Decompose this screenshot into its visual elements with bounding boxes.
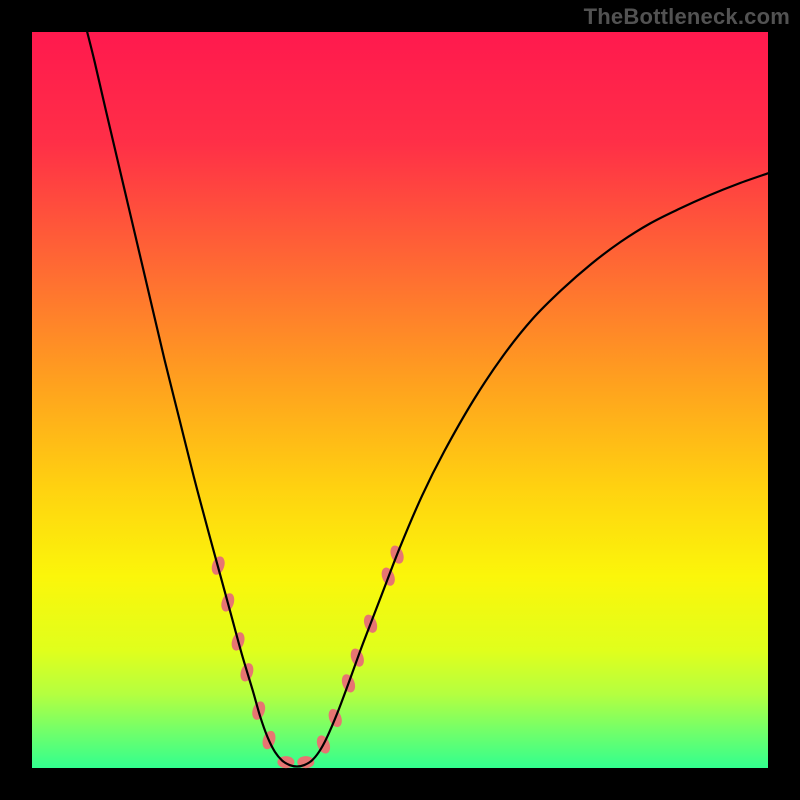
chart-canvas: { "watermark": { "text": "TheBottleneck.… (0, 0, 800, 800)
gradient-background (32, 32, 768, 768)
chart-svg (0, 0, 800, 800)
watermark-text: TheBottleneck.com (584, 4, 790, 30)
